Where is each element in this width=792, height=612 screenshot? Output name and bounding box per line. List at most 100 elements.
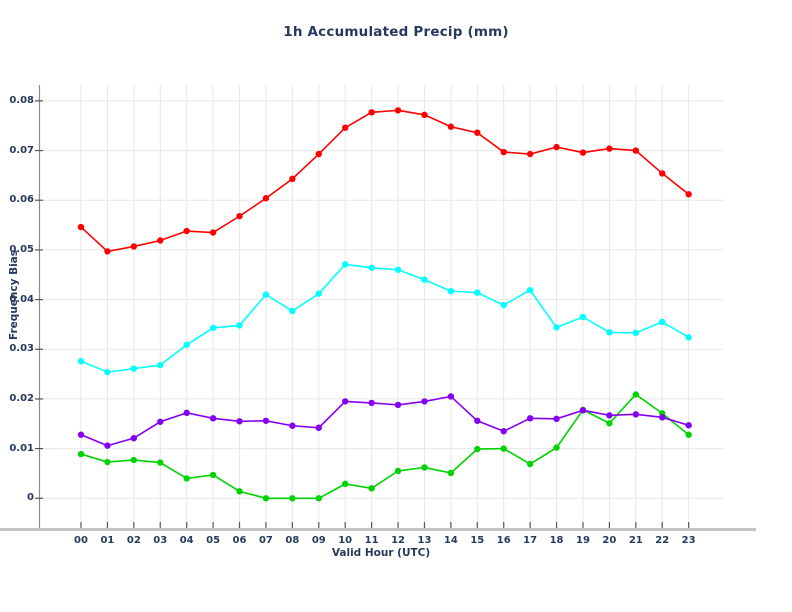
series-green-point [685, 431, 692, 438]
y-tick-label: 0.06 [9, 194, 34, 206]
series-cyan-point [553, 324, 560, 331]
series-purple-point [500, 428, 507, 435]
x-tick-label: 09 [311, 535, 326, 546]
series-red-point [368, 109, 375, 116]
series-purple-point [421, 398, 428, 405]
x-tick-label: 21 [628, 535, 643, 546]
series-green-point [526, 460, 534, 468]
x-tick-label: 15 [470, 535, 485, 546]
series-green-point [342, 480, 349, 488]
x-tick-label: 16 [496, 535, 511, 546]
series-purple-point [394, 401, 402, 409]
series-purple-point [685, 422, 692, 429]
series-purple-point [209, 415, 217, 422]
series-purple-point [157, 418, 164, 425]
y-tick-label: 0 [27, 492, 34, 504]
series-red-point [659, 170, 666, 177]
x-tick-label: 11 [364, 535, 379, 546]
series-green-point [606, 420, 613, 427]
series-red-point [474, 129, 481, 136]
series-red-point [553, 143, 560, 151]
series-cyan-point [500, 301, 507, 309]
series-green-point [262, 495, 270, 502]
series-green-point [130, 456, 138, 464]
chart-title: 1h Accumulated Precip (mm) [283, 24, 509, 40]
series-purple-point [342, 398, 349, 405]
series-red-point [130, 243, 138, 250]
x-tick-label: 00 [74, 535, 88, 546]
x-tick-label: 06 [232, 535, 247, 546]
y-tick-label: 0.04 [9, 293, 34, 305]
series-green-point [447, 469, 455, 477]
x-tick-label: 07 [258, 535, 273, 546]
series-green-point [368, 485, 375, 492]
series-green-point [632, 391, 640, 398]
series-purple-point [632, 411, 640, 418]
series-red-point [236, 212, 243, 220]
series-green-point [289, 495, 296, 502]
series-cyan-point [262, 291, 270, 298]
x-tick-label: 01 [100, 535, 115, 546]
x-tick-label: 08 [285, 535, 300, 546]
series-green-point [500, 445, 507, 452]
y-tick-label: 0.07 [9, 144, 34, 156]
series-red-point [157, 237, 164, 244]
series-red-point [526, 150, 534, 158]
series-purple-point [130, 434, 138, 442]
series-red-point [342, 124, 349, 131]
series-cyan-point [77, 357, 85, 365]
series-cyan-point [606, 329, 613, 336]
x-tick-label: 04 [179, 535, 194, 546]
series-green-line [80, 393, 690, 500]
y-tick-label: 0.03 [9, 343, 34, 355]
series-purple-point [606, 412, 613, 419]
series-red-point [183, 227, 190, 235]
series-cyan-point [289, 307, 296, 315]
series-cyan-point [209, 324, 217, 332]
series-green-point [315, 495, 322, 502]
y-tick-label: 0.01 [9, 442, 34, 454]
y-tick-label: 0.02 [9, 392, 34, 404]
series-cyan-point [474, 289, 481, 296]
series-red-point [315, 150, 322, 158]
series-red-point [421, 111, 428, 119]
series-purple-point [526, 415, 534, 422]
x-tick-label: 19 [576, 535, 590, 546]
series-cyan-point [685, 334, 692, 341]
series-purple-point [659, 414, 666, 421]
series-cyan-point [315, 290, 322, 297]
x-tick-label: 13 [417, 535, 432, 546]
series-cyan-point [421, 276, 428, 283]
series-purple-point [368, 399, 375, 407]
series-cyan-point [659, 318, 666, 326]
series-green-point [157, 459, 164, 466]
series-cyan-point [104, 368, 111, 376]
series-red-point [394, 107, 402, 114]
x-tick-label: 23 [681, 535, 696, 546]
series-cyan-point [157, 361, 164, 369]
series-red-point [500, 148, 507, 156]
series-green-point [236, 488, 243, 495]
x-tick-label: 02 [126, 535, 141, 546]
series-green-point [77, 450, 85, 458]
series-cyan-point [236, 322, 243, 329]
series-green-point [553, 444, 560, 451]
series-red-point [262, 195, 270, 202]
series-red-point [209, 229, 217, 236]
series-red-point [685, 191, 692, 198]
series-purple-point [447, 393, 455, 400]
x-tick-label: 05 [206, 535, 221, 546]
series-purple-point [553, 415, 560, 423]
y-tick-label: 0.05 [9, 243, 34, 255]
series-cyan-point [130, 365, 138, 372]
x-tick-label: 20 [602, 535, 617, 546]
series-cyan-line [80, 263, 690, 373]
series-cyan-point [342, 261, 349, 268]
x-tick-label: 22 [655, 535, 670, 546]
series-cyan-point [579, 313, 587, 321]
y-tick-label: 0.08 [9, 94, 34, 106]
series-purple-line [80, 395, 689, 447]
series-cyan-point [368, 264, 375, 271]
